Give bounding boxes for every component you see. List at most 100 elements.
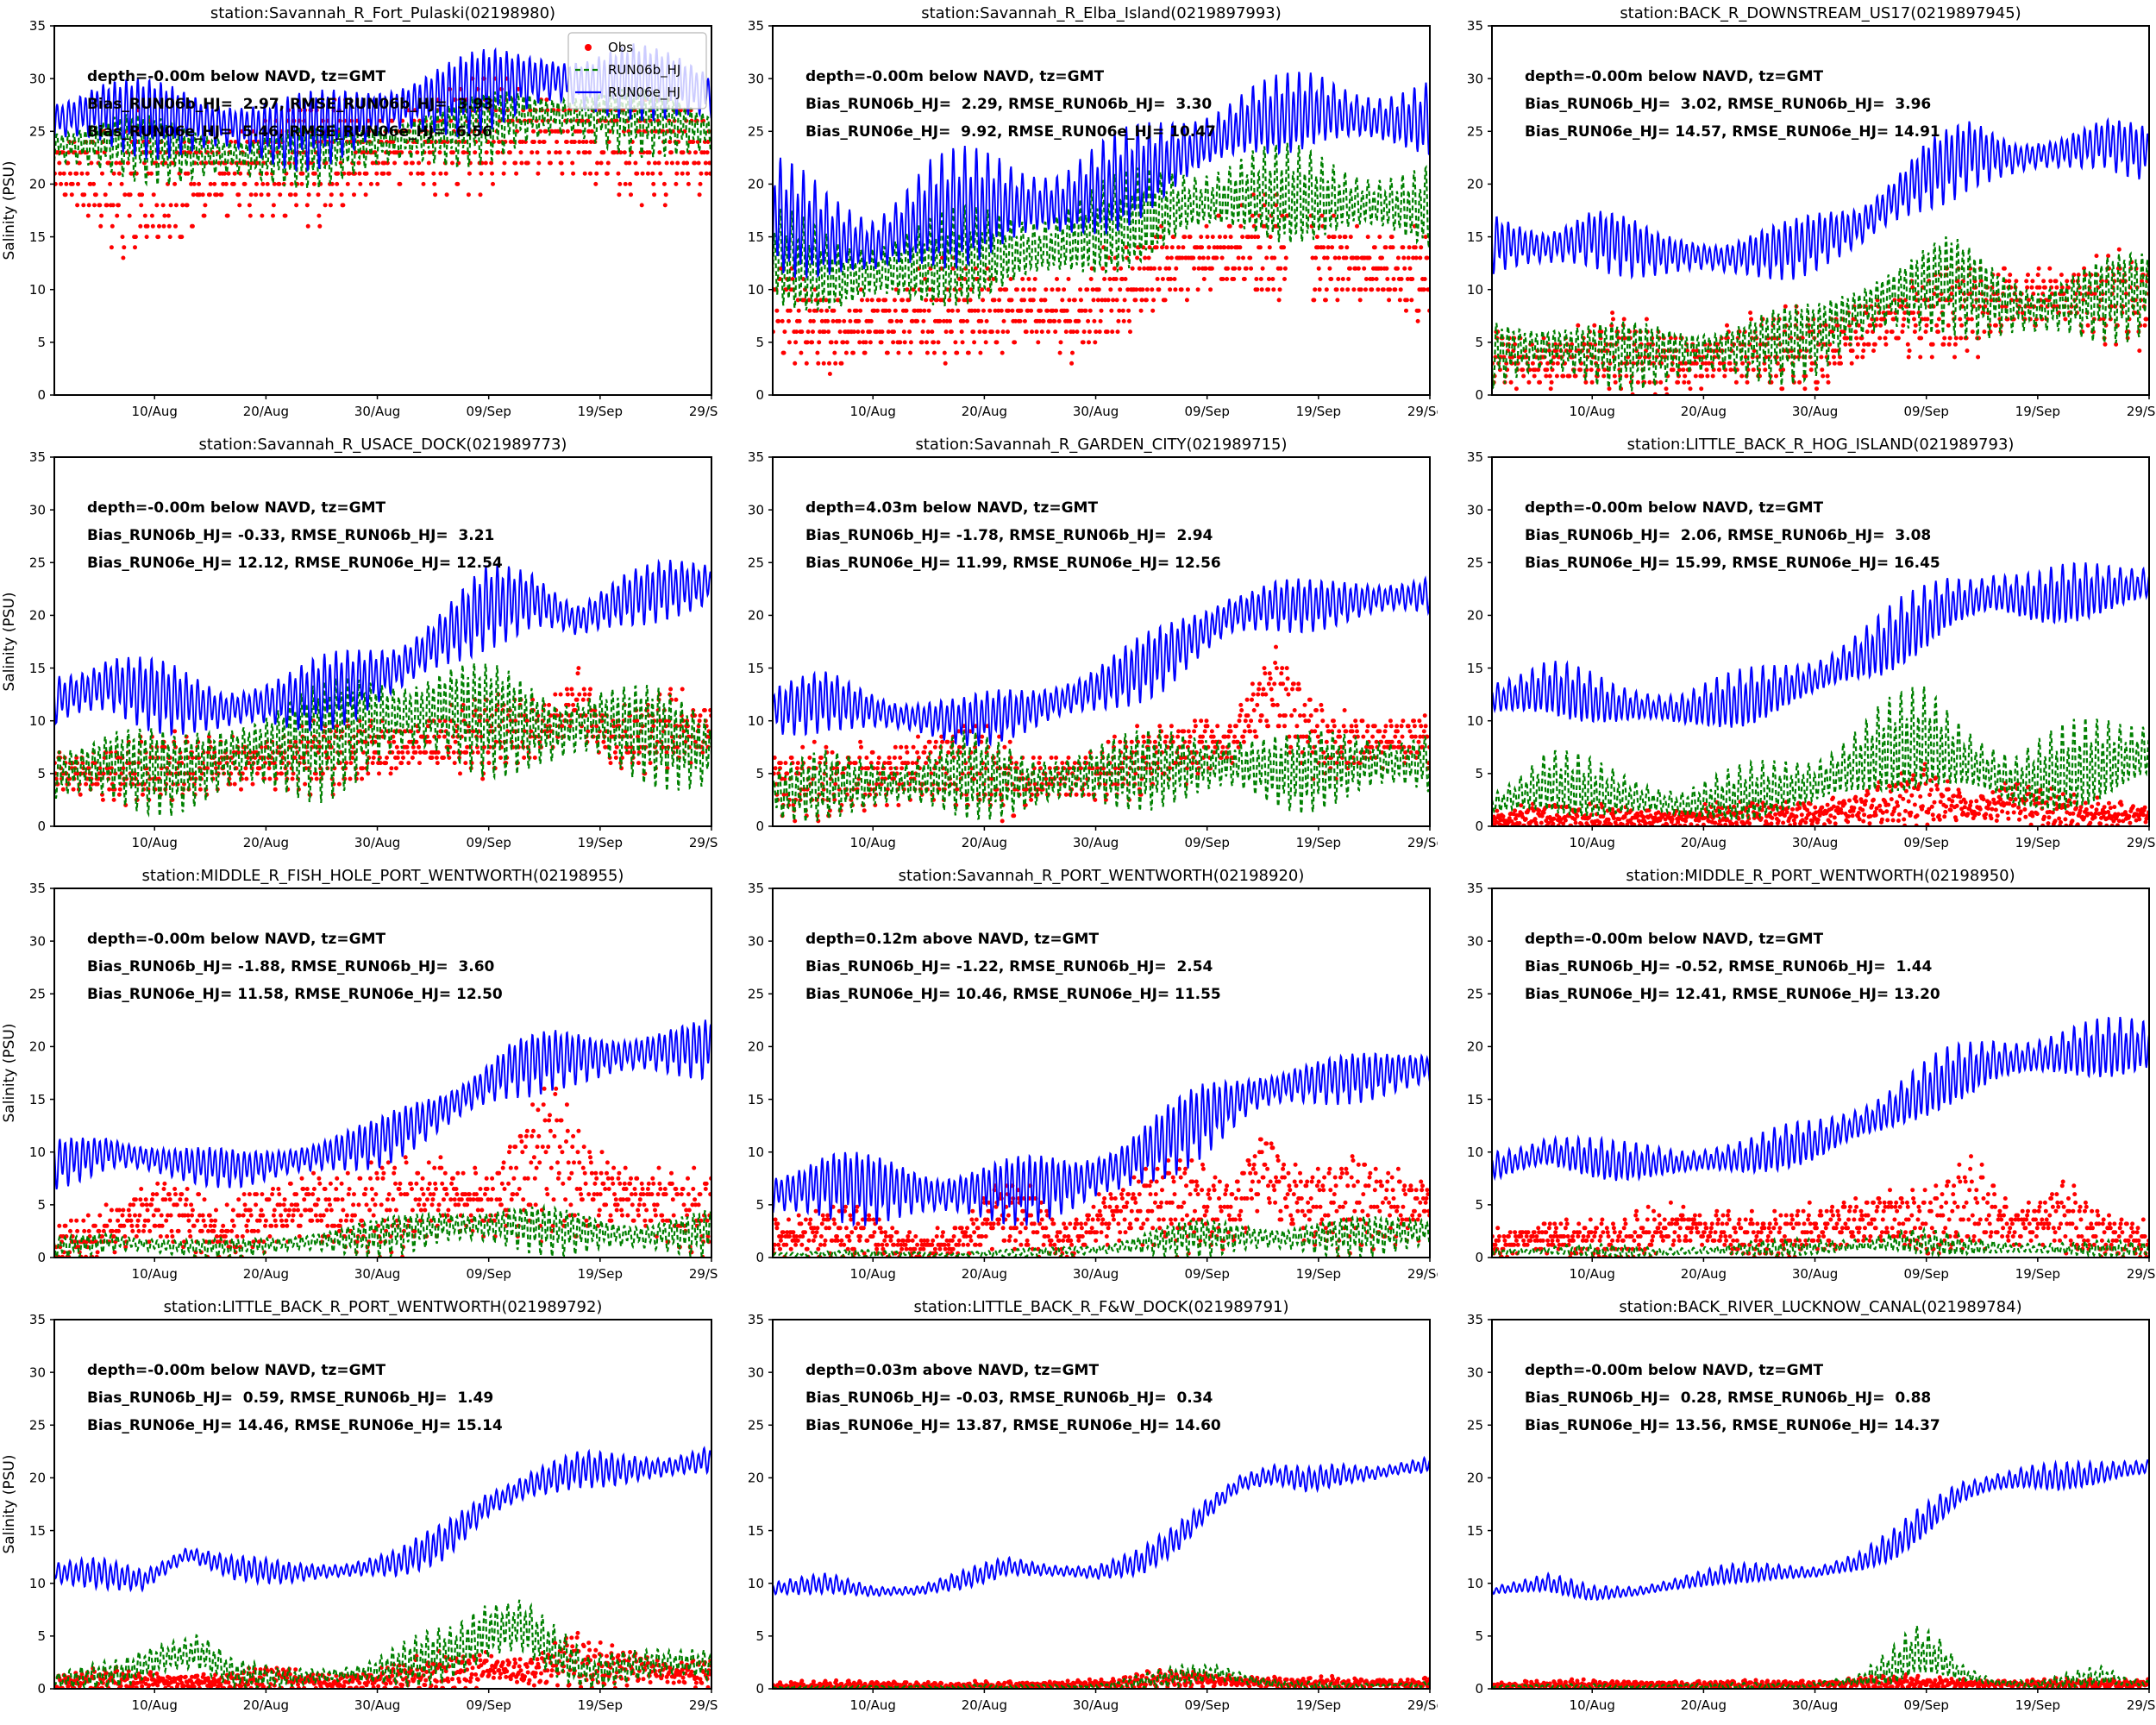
y-tick-label: 15: [29, 1092, 46, 1107]
y-tick-label: 25: [29, 987, 46, 1002]
x-tick-label: 30/Aug: [354, 835, 400, 850]
y-axis-title: Salinity (PSU): [1, 593, 18, 692]
stats-annotation-line: depth=-0.00m below NAVD, tz=GMT: [805, 68, 1105, 85]
y-tick-label: 5: [756, 766, 765, 781]
legend-label: RUN06e_HJ: [608, 85, 680, 101]
x-tick-label: 10/Aug: [132, 404, 178, 419]
legend-label: Obs: [608, 40, 633, 55]
y-tick-label: 20: [29, 608, 46, 624]
x-tick-label: 19/Sep: [2015, 835, 2059, 850]
x-tick-label: 29/Sep: [689, 835, 719, 850]
stats-annotation-line: Bias_RUN06b_HJ= 0.59, RMSE_RUN06b_HJ= 1.…: [87, 1389, 493, 1407]
x-tick-label: 19/Sep: [578, 1697, 623, 1713]
plot-border: [53, 888, 712, 1258]
subplot-1: 0 5 10 15 20 25 30 35 10/Aug 20/Aug 30/Aug 09/Sep 19…: [1, 4, 719, 419]
y-tick-label: 5: [37, 335, 46, 350]
x-tick-label: 10/Aug: [850, 404, 896, 419]
stats-annotation-line: Bias_RUN06b_HJ= 3.02, RMSE_RUN06b_HJ= 3.…: [1525, 96, 1931, 113]
subplot-3: 0 5 10 15 20 25 30 35 10/Aug 20/Aug 30/Aug 09/Sep 19…: [1467, 4, 2156, 419]
subplot-5: 0 5 10 15 20 25 30 35 10/Aug 20/Aug 30/Aug 09/Sep 19…: [748, 436, 1437, 850]
y-tick-label: 25: [1467, 124, 1483, 140]
stats-annotation-line: depth=-0.00m below NAVD, tz=GMT: [1525, 68, 1824, 85]
run06e-line: [1491, 1016, 2149, 1182]
run06b-line: [1491, 1625, 2149, 1689]
y-tick-label: 0: [37, 1250, 46, 1265]
plot-area: [773, 72, 1431, 376]
x-tick-label: 10/Aug: [1569, 1266, 1614, 1282]
y-tick-label: 35: [748, 18, 764, 34]
stats-annotation-line: Bias_RUN06b_HJ= 2.06, RMSE_RUN06b_HJ= 3.…: [1525, 527, 1931, 544]
x-tick-label: 09/Sep: [467, 1697, 511, 1713]
y-tick-label: 30: [1467, 502, 1483, 518]
plot-border: [1490, 456, 2150, 827]
y-tick-label: 30: [1467, 71, 1483, 86]
y-tick-label: 20: [1467, 1471, 1483, 1486]
plot-border: [1490, 25, 2150, 396]
x-tick-label: 10/Aug: [850, 1266, 896, 1282]
y-tick-label: 15: [1467, 1523, 1483, 1539]
x-tick-label: 29/Sep: [689, 404, 719, 419]
y-tick-label: 20: [1467, 608, 1483, 624]
x-tick-label: 10/Aug: [132, 1697, 178, 1713]
run06e-line: [53, 1446, 711, 1593]
y-tick-label: 15: [748, 1523, 764, 1539]
x-tick-label: 29/Sep: [2126, 1697, 2156, 1713]
plot-area: [773, 1455, 1431, 1689]
x-tick-label: 30/Aug: [354, 1697, 400, 1713]
y-tick-label: 10: [748, 282, 764, 298]
run06e-line: [773, 72, 1431, 279]
plot-title: station:Savannah_R_Fort_Pulaski(02198980…: [210, 4, 555, 22]
subplot-11: 0 5 10 15 20 25 30 35 10/Aug 20/Aug 30/Aug 09/Sep 19…: [748, 1298, 1438, 1713]
y-axis-title: Salinity (PSU): [1, 161, 18, 260]
stats-annotation-line: depth=-0.00m below NAVD, tz=GMT: [1525, 1362, 1824, 1379]
y-tick-label: 30: [29, 502, 46, 518]
x-tick-label: 09/Sep: [1185, 1697, 1230, 1713]
y-tick-label: 10: [29, 713, 46, 729]
x-tick-label: 19/Sep: [2015, 404, 2059, 419]
x-tick-label: 20/Aug: [962, 835, 1007, 850]
y-tick-label: 20: [748, 177, 764, 192]
y-axis-title: Salinity (PSU): [1, 1455, 18, 1554]
plot-border: [53, 456, 712, 827]
y-tick-label: 0: [1475, 819, 1483, 834]
y-tick-label: 30: [29, 933, 46, 949]
y-tick-label: 15: [29, 661, 46, 676]
y-tick-label: 0: [37, 819, 46, 834]
plot-title: station:BACK_RIVER_LUCKNOW_CANAL(0219897…: [1619, 1298, 2021, 1316]
y-tick-label: 20: [29, 177, 46, 192]
x-tick-label: 09/Sep: [467, 404, 511, 419]
x-tick-label: 19/Sep: [1296, 404, 1341, 419]
x-tick-label: 09/Sep: [1185, 404, 1230, 419]
x-tick-label: 09/Sep: [1903, 1697, 1948, 1713]
y-tick-label: 30: [748, 1364, 764, 1380]
stats-annotation-line: Bias_RUN06e_HJ= 12.41, RMSE_RUN06e_HJ= 1…: [1525, 986, 1940, 1003]
plot-border: [772, 888, 1432, 1258]
x-tick-label: 29/Sep: [1407, 1697, 1438, 1713]
y-tick-label: 35: [1467, 18, 1483, 34]
y-tick-label: 35: [1467, 1312, 1483, 1327]
y-tick-label: 5: [756, 335, 765, 350]
y-tick-label: 15: [1467, 229, 1483, 245]
stats-annotation-line: depth=0.12m above NAVD, tz=GMT: [805, 931, 1099, 948]
plot-title: station:BACK_R_DOWNSTREAM_US17(021989794…: [1620, 4, 2021, 22]
x-tick-label: 19/Sep: [1296, 835, 1341, 850]
subplot-9: 0 5 10 15 20 25 30 35 10/Aug 20/Aug 30/Aug 09/Sep 19…: [1467, 867, 2156, 1282]
subplot-4: 0 5 10 15 20 25 30 35 10/Aug 20/Aug 30/Aug 09/Sep 19…: [1, 436, 719, 850]
y-tick-label: 30: [748, 502, 764, 518]
legend: Obs RUN06b_HJ RUN06e_HJ: [567, 32, 707, 110]
y-tick-label: 35: [29, 449, 46, 465]
y-tick-label: 25: [1467, 987, 1483, 1002]
legend-label: RUN06b_HJ: [608, 62, 680, 78]
stats-annotation-line: Bias_RUN06e_HJ= 13.56, RMSE_RUN06e_HJ= 1…: [1525, 1417, 1940, 1434]
x-tick-label: 20/Aug: [962, 404, 1007, 419]
y-tick-label: 30: [29, 71, 46, 86]
x-tick-label: 19/Sep: [578, 1266, 623, 1282]
y-tick-label: 30: [748, 933, 764, 949]
y-tick-label: 20: [1467, 177, 1483, 192]
plot-area: [53, 1446, 711, 1689]
stats-annotation-line: Bias_RUN06e_HJ= 11.58, RMSE_RUN06e_HJ= 1…: [87, 986, 503, 1003]
x-tick-label: 29/Sep: [2126, 404, 2156, 419]
x-tick-label: 19/Sep: [2015, 1697, 2059, 1713]
y-tick-label: 5: [37, 1628, 46, 1644]
stats-annotation-line: depth=0.03m above NAVD, tz=GMT: [805, 1362, 1099, 1379]
